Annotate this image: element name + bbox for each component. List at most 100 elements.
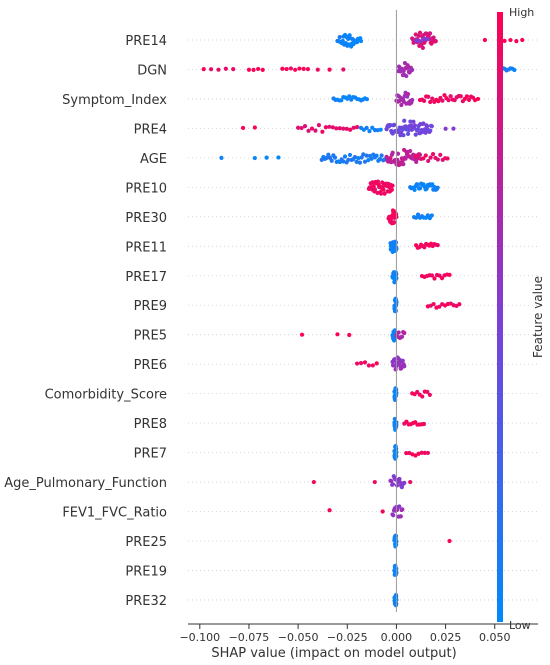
shap-point [344,126,349,131]
shap-point [356,155,361,161]
shap-point [404,450,409,456]
shap-point [327,508,332,513]
x-tick-label: −0.100 [179,631,220,644]
feature-label: Comorbidity_Score [45,388,167,403]
shap-point [354,159,359,164]
shap-point [446,98,451,103]
shap-point [437,304,442,309]
shap-point [402,330,407,336]
shap-point [320,129,325,134]
x-axis: −0.100 −0.075 −0.050 −0.025 0.000 0.025 0.050 [179,623,538,644]
shap-point [209,67,214,72]
shap-point [508,37,513,43]
shap-point [400,127,405,132]
shap-point [394,483,400,488]
shap-point [400,358,405,363]
shap-point [389,478,394,484]
shap-point [429,213,434,218]
shap-point [315,67,320,72]
shap-point [260,67,265,72]
shap-point [457,302,462,307]
shap-point [406,127,411,133]
feature-rows [188,39,538,601]
shap-point [372,187,378,192]
shap-point [309,126,315,131]
colorbar-low-label: Low [509,619,531,632]
shap-point [382,191,387,196]
shap-point [346,157,351,163]
shap-point [359,155,364,160]
feature-label: Age_Pulmonary_Function [4,476,167,491]
x-tick-label: −0.075 [229,631,270,644]
shap-point [392,122,397,127]
shap-point [400,507,405,512]
shap-point [313,128,318,133]
shap-point [388,123,393,128]
shap-point [431,35,436,40]
x-tick-label: −0.025 [327,631,368,644]
shap-point [435,185,440,190]
feature-label: PRE5 [134,329,167,344]
shap-point [412,187,417,192]
shap-point [428,99,433,105]
shap-point [341,126,346,131]
shap-point [410,97,415,103]
feature-label: Symptom_Index [62,93,167,108]
shap-point [364,97,370,102]
shap-point [408,479,413,485]
shap-point [293,67,298,72]
shap-point [420,394,425,399]
shap-points [201,30,525,608]
feature-label: PRE25 [125,535,167,550]
shap-point [389,187,394,192]
shap-point [296,125,301,130]
shap-point [415,389,420,395]
shap-point [372,479,377,485]
shap-point [411,119,416,124]
shap-point [429,273,435,278]
shap-point [429,124,434,129]
shap-point [276,155,281,160]
colorbar: High Low Feature value [497,6,545,632]
shap-point [442,93,447,98]
shap-point [399,334,405,339]
x-tick-label: 0.000 [381,631,413,644]
shap-point [377,157,383,162]
shap-point [416,153,421,158]
shap-point [447,538,452,544]
shap-point [415,127,421,132]
shap-point [502,38,507,43]
feature-label: PRE32 [125,594,167,609]
shap-point [482,37,488,43]
shap-point [418,39,423,44]
shap-point [252,155,257,161]
shap-point [297,66,302,71]
feature-label: PRE7 [134,447,167,462]
x-axis-label: SHAP value (impact on model output) [211,646,456,661]
shap-point [392,416,397,422]
x-tick-label: 0.025 [430,631,462,644]
shap-point [378,191,384,196]
feature-labels: PRE14 DGN Symptom_Index PRE4 AGE PRE10 PRE30 PR… [4,34,167,609]
shap-point [379,153,384,158]
shap-point [445,156,450,161]
shap-point [396,330,401,335]
shap-point [426,158,431,164]
shap-point [280,66,285,71]
shap-point [421,121,426,126]
shap-point [341,67,346,72]
shap-point [425,389,430,394]
shap-point [329,158,334,163]
shap-point [219,155,224,160]
shap-point [408,148,413,154]
shap-point [435,243,440,248]
feature-label: PRE14 [125,34,167,49]
shap-point [288,66,293,71]
shap-point [340,38,345,44]
shap-point [425,36,430,42]
shap-point [299,332,305,337]
shap-point [448,94,453,99]
shap-point [311,479,316,485]
shap-point [347,94,352,99]
shap-point [246,67,252,72]
